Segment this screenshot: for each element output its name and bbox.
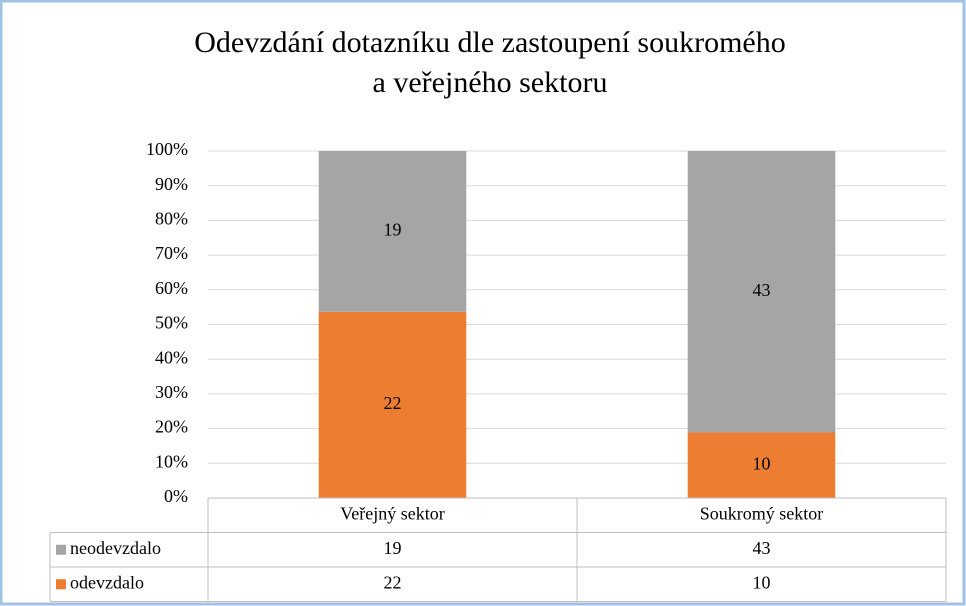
y-tick-label: 40% bbox=[155, 347, 188, 367]
bar-segment bbox=[687, 151, 836, 433]
y-tick-label: 80% bbox=[155, 209, 188, 229]
legend-label: odevzdalo bbox=[70, 572, 144, 592]
bar-segment bbox=[318, 311, 467, 498]
y-tick-label: 60% bbox=[155, 278, 188, 298]
y-tick-label: 0% bbox=[164, 486, 188, 506]
y-tick-label: 20% bbox=[155, 417, 188, 437]
table-cell: 10 bbox=[753, 572, 771, 592]
x-tick-label: Veřejný sektor bbox=[340, 503, 444, 523]
chart-title: Odevzdání dotazníku dle zastoupení soukr… bbox=[194, 26, 786, 99]
data-label: 19 bbox=[384, 220, 402, 240]
y-tick-label: 10% bbox=[155, 451, 188, 471]
y-tick-label: 50% bbox=[155, 313, 188, 333]
data-label: 22 bbox=[384, 393, 402, 413]
table-cell: 43 bbox=[753, 538, 771, 558]
data-label: 43 bbox=[753, 280, 771, 300]
data-label: 10 bbox=[753, 453, 771, 473]
bar-segment bbox=[318, 151, 467, 312]
bar-segment bbox=[687, 432, 836, 498]
table-cell: 19 bbox=[384, 538, 402, 558]
legend-swatch bbox=[56, 544, 66, 555]
y-tick-label: 100% bbox=[146, 139, 188, 159]
y-tick-label: 70% bbox=[155, 243, 188, 263]
y-tick-label: 90% bbox=[155, 174, 188, 194]
y-tick-label: 30% bbox=[155, 382, 188, 402]
legend-label: neodevzdalo bbox=[70, 538, 161, 558]
legend-swatch bbox=[56, 579, 66, 590]
table-cell: 22 bbox=[384, 572, 402, 592]
x-tick-label: Soukromý sektor bbox=[700, 503, 824, 523]
